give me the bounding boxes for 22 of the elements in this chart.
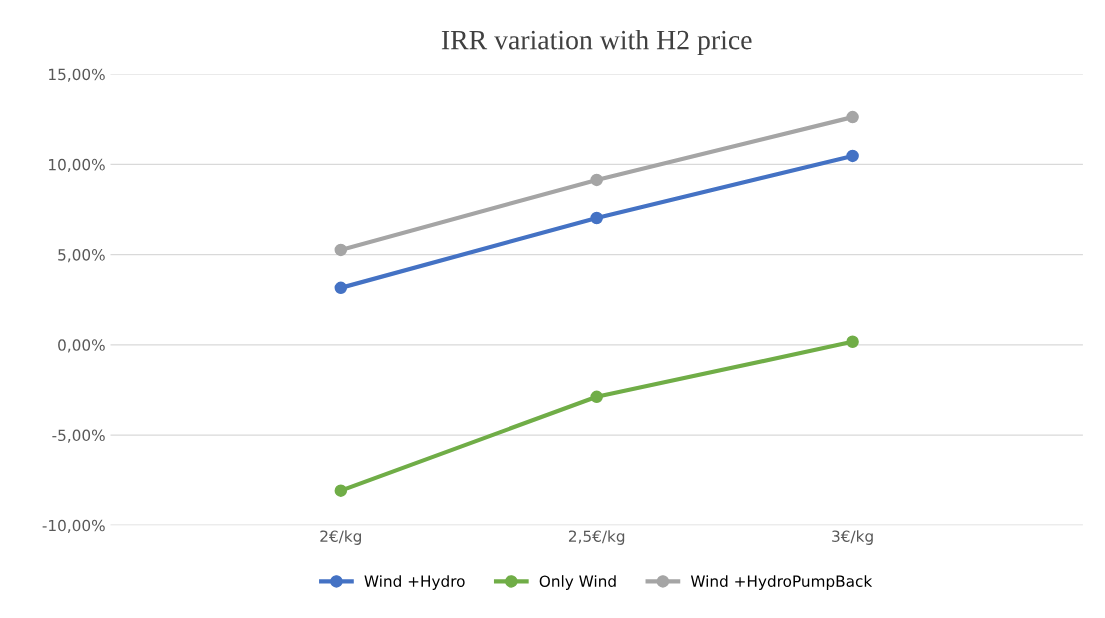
y-tick-label: 15,00% xyxy=(49,68,105,82)
point xyxy=(334,484,348,497)
point xyxy=(334,243,348,257)
x-tick-label: 2,5€/kg xyxy=(568,530,625,545)
y-tick-label: 0,00% xyxy=(58,339,105,353)
point xyxy=(846,335,859,349)
point xyxy=(334,281,348,295)
x-tick-label: 2€/kg xyxy=(320,530,361,545)
y-tick-label: 5,00% xyxy=(58,249,105,263)
legend-label: Only Wind xyxy=(539,575,616,590)
point xyxy=(846,149,859,163)
chart-title: IRR variation with H2 price xyxy=(441,29,752,56)
point xyxy=(590,390,603,404)
legend-label: Wind +Hydro xyxy=(364,575,465,590)
y-tick-label: 10,00% xyxy=(49,158,105,172)
y-tick-label: -5,00% xyxy=(52,429,105,443)
y-tick-label: -10,00% xyxy=(42,519,105,533)
legend-label: Wind +HydroPumpBack xyxy=(690,575,873,590)
point xyxy=(590,211,603,225)
point xyxy=(846,110,859,124)
point xyxy=(590,173,603,187)
x-tick-label: 3€/kg xyxy=(832,530,873,545)
